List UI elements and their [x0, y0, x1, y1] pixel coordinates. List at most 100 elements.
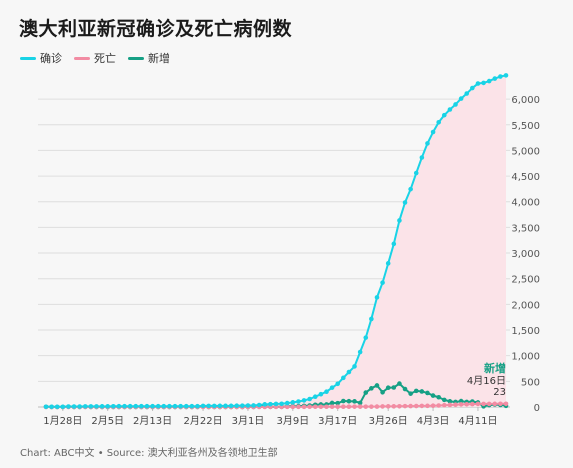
- data-point-confirmed: [430, 129, 436, 135]
- data-point-new: [380, 389, 385, 395]
- data-point-new: [402, 386, 408, 392]
- legend-item-deaths[interactable]: 死亡: [74, 50, 116, 66]
- data-point-confirmed: [397, 218, 402, 223]
- y-tick-label: 2,500: [511, 275, 540, 286]
- data-point-confirmed: [346, 369, 352, 375]
- y-tick-label: 5,000: [511, 146, 540, 157]
- data-point-confirmed: [60, 404, 66, 410]
- data-point-confirmed: [284, 400, 290, 406]
- data-point-deaths: [425, 403, 430, 409]
- data-point-deaths: [458, 402, 464, 407]
- legend-item-new[interactable]: 新增: [128, 50, 170, 66]
- data-point-confirmed: [470, 85, 475, 91]
- data-point-deaths: [402, 403, 408, 409]
- data-point-new: [346, 398, 352, 404]
- y-tick-label: 0: [534, 403, 540, 414]
- area-layer: [46, 75, 506, 407]
- data-point-confirmed: [127, 403, 133, 409]
- chart-legend: 确诊 死亡 新增: [20, 50, 170, 66]
- data-point-deaths: [296, 404, 301, 410]
- data-point-new: [341, 398, 346, 404]
- data-point-deaths: [301, 404, 307, 410]
- y-tick-label: 500: [521, 377, 540, 388]
- data-point-confirmed: [419, 155, 425, 160]
- data-point-confirmed: [94, 404, 99, 409]
- y-tick-label: 6,000: [511, 95, 540, 106]
- data-point-deaths: [363, 404, 369, 409]
- x-tick-label: 2月13日: [133, 415, 172, 427]
- legend-swatch-deaths: [74, 56, 90, 60]
- data-point-confirmed: [211, 403, 217, 409]
- data-point-new: [413, 388, 419, 394]
- data-point-deaths: [464, 401, 470, 407]
- data-point-deaths: [391, 404, 397, 409]
- data-point-confirmed: [318, 391, 324, 397]
- data-point-confirmed: [492, 76, 498, 81]
- data-point-confirmed: [262, 402, 268, 407]
- legend-swatch-new: [128, 56, 144, 60]
- data-point-confirmed: [245, 403, 251, 408]
- data-point-deaths: [441, 402, 447, 408]
- data-point-new: [391, 385, 397, 390]
- data-point-confirmed: [503, 73, 509, 78]
- data-point-confirmed: [195, 403, 200, 409]
- data-point-confirmed: [111, 403, 116, 409]
- data-point-confirmed: [82, 404, 88, 409]
- chart-title: 澳大利亚新冠确诊及死亡病例数: [19, 18, 293, 40]
- x-tick-label: 4月3日: [417, 415, 450, 427]
- data-point-confirmed: [49, 404, 54, 410]
- data-point-confirmed: [161, 403, 167, 409]
- data-point-confirmed: [273, 401, 279, 407]
- annotation-value: 23: [493, 387, 506, 398]
- data-point-confirmed: [256, 402, 262, 408]
- data-point-confirmed: [374, 295, 380, 300]
- y-tick-label: 4,500: [511, 172, 540, 183]
- axis-layer: 0 500 1,000 1,500 2,000 2,500 3,000 3,500 4,000 4…: [43, 95, 540, 427]
- data-point-confirmed: [228, 403, 234, 409]
- data-point-confirmed: [290, 400, 296, 405]
- data-point-confirmed: [481, 80, 486, 86]
- data-point-confirmed: [217, 403, 223, 409]
- data-point-confirmed: [206, 403, 211, 409]
- data-point-confirmed: [43, 404, 49, 410]
- data-point-deaths: [290, 404, 296, 410]
- data-point-confirmed: [251, 403, 256, 408]
- data-point-deaths: [307, 404, 312, 410]
- data-point-confirmed: [307, 396, 312, 402]
- data-point-confirmed: [178, 403, 183, 409]
- legend-item-confirmed[interactable]: 确诊: [20, 50, 62, 66]
- x-tick-label: 1月28日: [43, 415, 82, 427]
- data-point-new: [408, 391, 413, 396]
- data-point-confirmed: [183, 403, 189, 409]
- data-point-deaths: [329, 404, 335, 410]
- data-point-deaths: [470, 401, 475, 407]
- legend-label-confirmed: 确诊: [40, 52, 62, 65]
- data-point-deaths: [385, 404, 391, 409]
- data-point-confirmed: [234, 403, 240, 409]
- x-tick-label: 3月1日: [232, 415, 265, 427]
- data-point-new: [441, 397, 447, 403]
- data-point-confirmed: [279, 401, 284, 407]
- data-point-deaths: [498, 401, 503, 407]
- data-point-confirmed: [441, 112, 447, 118]
- data-point-deaths: [486, 401, 492, 407]
- data-point-deaths: [369, 404, 374, 409]
- data-point-new: [374, 383, 380, 388]
- data-point-confirmed: [54, 404, 60, 410]
- data-point-confirmed: [66, 404, 71, 409]
- data-point-confirmed: [312, 394, 318, 400]
- data-point-deaths: [453, 402, 458, 407]
- data-point-deaths: [430, 403, 436, 409]
- legend-swatch-confirmed: [20, 56, 36, 60]
- data-point-deaths: [447, 402, 453, 408]
- data-point-deaths: [284, 404, 290, 410]
- data-point-confirmed: [335, 381, 341, 387]
- data-point-confirmed: [189, 403, 195, 409]
- annotation-title: 新增: [484, 361, 506, 375]
- data-point-confirmed: [453, 102, 458, 107]
- data-point-deaths: [324, 404, 329, 410]
- data-point-deaths: [357, 404, 363, 409]
- data-point-confirmed: [240, 403, 245, 408]
